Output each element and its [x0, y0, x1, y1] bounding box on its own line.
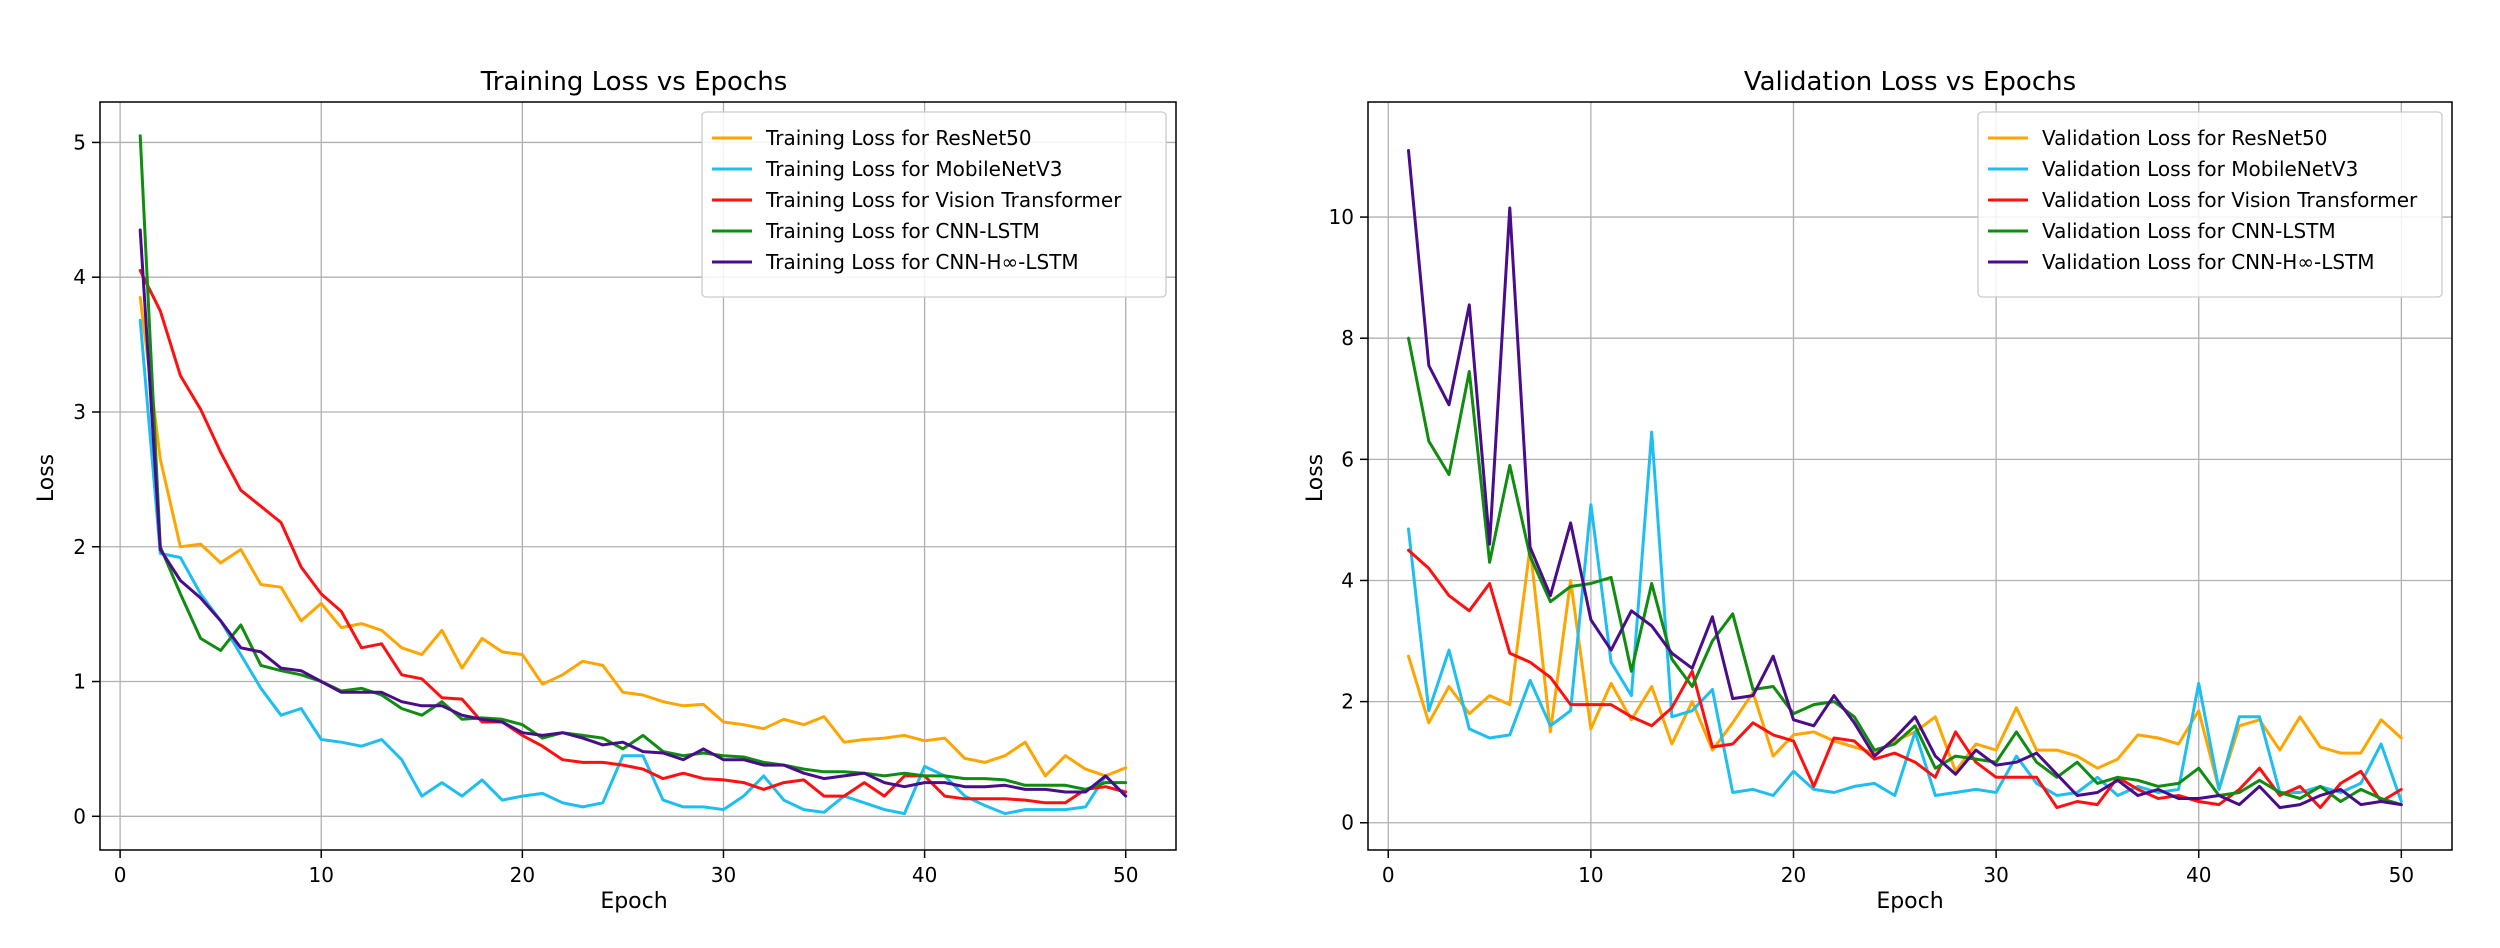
x-tick-label: 50: [2389, 863, 2414, 887]
series-line-1: [138, 318, 1128, 816]
x-tick-label: 20: [510, 863, 535, 887]
x-tick-label: 30: [711, 863, 736, 887]
legend-box: [1977, 111, 2443, 298]
y-tick-label: 8: [1341, 326, 1354, 350]
series-line-1: [1407, 430, 2403, 803]
y-tick-label: 0: [1341, 811, 1354, 835]
legend: Training Loss for ResNet50 Training Loss …: [701, 111, 1167, 298]
legend-label: Training Loss for Vision Transformer: [765, 188, 1122, 212]
y-tick-label: 4: [1341, 568, 1354, 592]
y-tick-label: 0: [73, 804, 86, 828]
validation-loss-chart: Validation Loss vs Epochs 0 10 20 30 40 50 0 2…: [1303, 67, 2453, 914]
legend-label: Validation Loss for MobileNetV3: [2042, 157, 2358, 181]
series-line-4: [138, 228, 1128, 798]
x-ticks: 0 10 20 30 40 50: [1382, 850, 2414, 887]
y-ticks: 0 1 2 3 4 5: [73, 130, 100, 828]
x-tick-label: 50: [1113, 863, 1138, 887]
x-ticks: 0 10 20 30 40 50: [114, 850, 1138, 887]
y-tick-label: 5: [73, 130, 86, 154]
series-line-0: [138, 295, 1128, 778]
series-line-4: [1407, 149, 2403, 810]
legend-box: [701, 111, 1167, 298]
plot-frame: [1367, 101, 2453, 851]
x-tick-label: 0: [114, 863, 127, 887]
legend-label: Validation Loss for CNN-H∞-LSTM: [2042, 250, 2375, 274]
x-tick-label: 10: [1578, 863, 1603, 887]
y-axis-label: Loss: [1303, 454, 1328, 502]
series-line-3: [138, 134, 1128, 791]
series-line-0: [1407, 545, 2403, 791]
legend-label: Validation Loss for Vision Transformer: [2042, 188, 2418, 212]
x-axis-label: Epoch: [1876, 889, 1943, 914]
legend-label: Validation Loss for CNN-LSTM: [2042, 219, 2336, 243]
y-axis-label: Loss: [34, 454, 59, 502]
y-tick-label: 2: [1341, 690, 1354, 714]
chart-title: Validation Loss vs Epochs: [1744, 67, 2076, 97]
x-tick-label: 20: [1781, 863, 1806, 887]
x-tick-label: 10: [309, 863, 334, 887]
grid: [1368, 102, 2452, 850]
series-group: [1407, 149, 2403, 810]
y-tick-label: 6: [1341, 447, 1354, 471]
training-loss-chart: Training Loss vs Epochs 0 10 20 30 40 50 0 1 2 3…: [34, 67, 1177, 914]
legend: Validation Loss for ResNet50 Validation L…: [1977, 111, 2443, 298]
legend-label: Validation Loss for ResNet50: [2042, 126, 2327, 150]
series-line-2: [138, 269, 1128, 805]
legend-label: Training Loss for CNN-H∞-LSTM: [765, 250, 1079, 274]
chart-title: Training Loss vs Epochs: [480, 67, 788, 97]
y-ticks: 0 2 4 6 8 10: [1329, 205, 1368, 835]
x-tick-label: 30: [1983, 863, 2008, 887]
series-line-3: [1407, 336, 2403, 807]
y-tick-label: 10: [1329, 205, 1354, 229]
plot-frame: [99, 101, 1177, 851]
legend-label: Training Loss for MobileNetV3: [765, 157, 1062, 181]
y-tick-label: 2: [73, 535, 86, 559]
x-axis-label: Epoch: [600, 889, 667, 914]
x-tick-label: 0: [1382, 863, 1395, 887]
y-tick-label: 1: [73, 670, 86, 694]
series-group: [138, 134, 1128, 816]
y-tick-label: 4: [73, 265, 86, 289]
legend-label: Training Loss for ResNet50: [765, 126, 1032, 150]
x-tick-label: 40: [2186, 863, 2211, 887]
x-tick-label: 40: [912, 863, 937, 887]
y-tick-label: 3: [73, 400, 86, 424]
legend-label: Training Loss for CNN-LSTM: [765, 219, 1040, 243]
